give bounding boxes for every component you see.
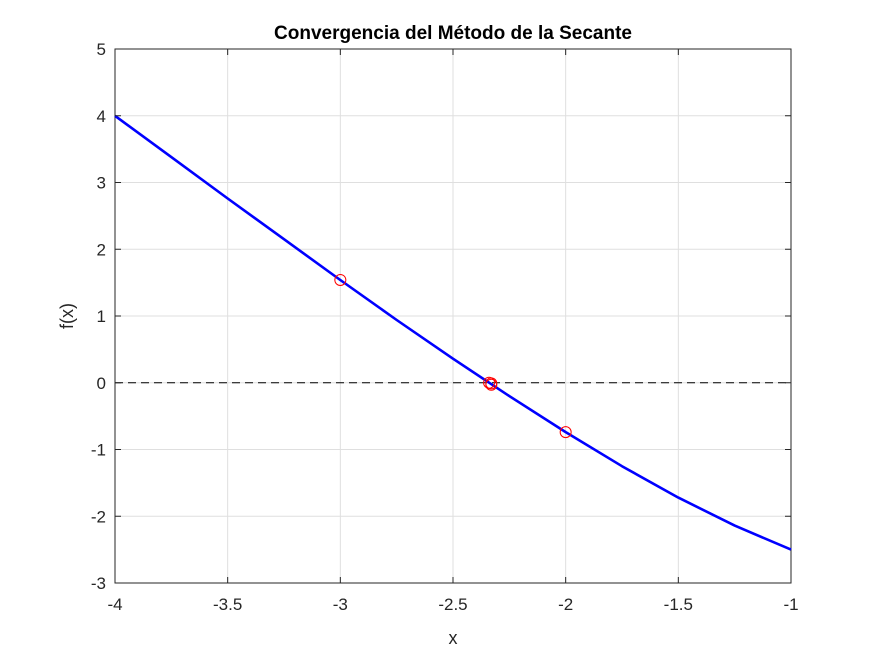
iteration-marker <box>559 426 572 439</box>
x-tick-label: -3.5 <box>213 595 242 614</box>
x-tick-label: -1.5 <box>664 595 693 614</box>
y-tick-label: 1 <box>97 307 106 326</box>
x-axis-label: x <box>449 628 458 648</box>
chart-title: Convergencia del Método de la Secante <box>274 23 632 44</box>
x-tick-label: -4 <box>107 595 122 614</box>
function-curve <box>114 114 792 551</box>
x-tick-label: -2 <box>558 595 573 614</box>
ticks: -4 -3.5 -3 -2.5 -2 -1.5 -1 -3 -2 -1 0 1 2 3 4 5 <box>91 40 799 614</box>
plot-layer <box>114 114 792 551</box>
y-tick-label: -1 <box>91 441 106 460</box>
y-tick-label: 4 <box>97 107 106 126</box>
iteration-marker <box>485 377 498 390</box>
x-tick-label: -3 <box>333 595 348 614</box>
iteration-marker <box>334 273 347 286</box>
y-axis-label: f(x) <box>57 303 77 329</box>
y-tick-label: 3 <box>97 174 106 193</box>
x-tick-label: -1 <box>783 595 798 614</box>
x-tick-label: -2.5 <box>438 595 467 614</box>
y-tick-label: 2 <box>97 240 106 259</box>
y-tick-label: -2 <box>91 507 106 526</box>
y-tick-label: -3 <box>91 574 106 593</box>
y-tick-label: 5 <box>97 40 106 59</box>
y-tick-label: 0 <box>97 374 106 393</box>
